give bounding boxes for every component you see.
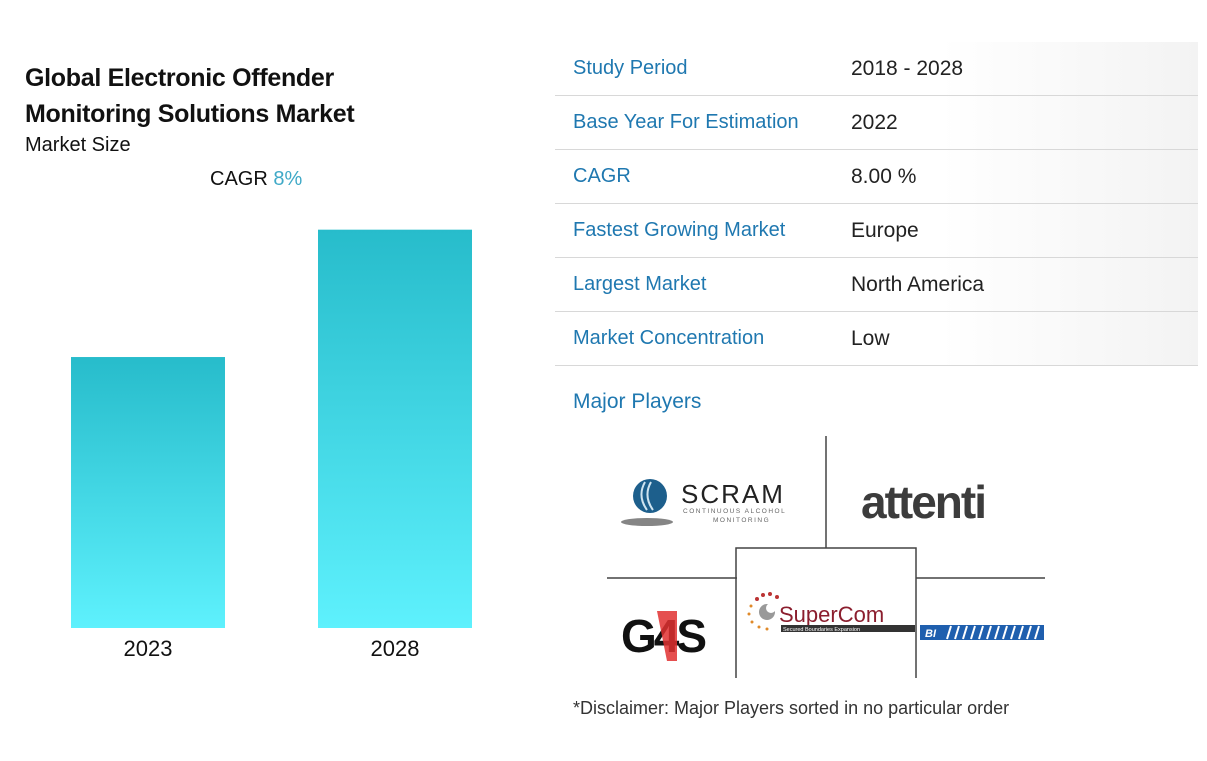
svg-text:MONITORING: MONITORING xyxy=(713,517,770,524)
cagr-label: CAGR 8% xyxy=(210,168,302,191)
row-value: Low xyxy=(851,326,890,350)
bar-chart: 2023 2028 xyxy=(71,229,472,661)
major-players-logos: SCRAM CONTINUOUS ALCOHOL MONITORING atte… xyxy=(607,436,1045,678)
x-tick-label: 2023 xyxy=(124,636,173,661)
page-title: Global Electronic Offender Monitoring So… xyxy=(25,64,355,128)
row-value: Europe xyxy=(851,218,919,242)
g4s-logo: G4S xyxy=(621,610,708,662)
row-label: Base Year For Estimation xyxy=(573,111,799,133)
cagr-value: 8% xyxy=(273,168,303,190)
row-label: Largest Market xyxy=(573,273,707,295)
svg-text:Secured Boundaries Expansion: Secured Boundaries Expansion xyxy=(783,627,860,633)
bar-2023 xyxy=(71,357,225,628)
row-label: Study Period xyxy=(573,57,688,79)
attenti-logo: attenti xyxy=(861,476,987,528)
row-label: CAGR xyxy=(573,165,631,187)
supercom-logo: SuperCom Secured Boundaries Expansion xyxy=(747,592,915,633)
table-row: Base Year For Estimation 2022 xyxy=(555,96,1198,150)
svg-text:SCRAM: SCRAM xyxy=(681,479,785,509)
svg-text:CONTINUOUS ALCOHOL: CONTINUOUS ALCOHOL xyxy=(683,508,786,515)
row-value: North America xyxy=(851,272,985,296)
market-info-table: Study Period 2018 - 2028 Base Year For Es… xyxy=(555,42,1198,366)
major-players-title: Major Players xyxy=(573,390,702,413)
table-row: Fastest Growing Market Europe xyxy=(555,204,1198,258)
svg-text:SuperCom: SuperCom xyxy=(779,602,884,627)
scram-logo: SCRAM CONTINUOUS ALCOHOL MONITORING xyxy=(621,479,786,526)
table-row: Market Concentration Low xyxy=(555,312,1198,366)
subtitle: Market Size xyxy=(25,134,131,156)
table-row: Largest Market North America xyxy=(555,258,1198,312)
table-row: Study Period 2018 - 2028 xyxy=(555,42,1198,96)
row-value: 2018 - 2028 xyxy=(851,56,964,80)
svg-text:BI: BI xyxy=(925,628,937,640)
table-row: CAGR 8.00 % xyxy=(555,150,1198,204)
bar-2028 xyxy=(318,229,472,628)
svg-text:attenti: attenti xyxy=(861,476,985,528)
bi-logo: BI xyxy=(920,625,1044,640)
cagr-text: CAGR xyxy=(210,168,268,190)
row-value: 2022 xyxy=(851,110,898,134)
row-label: Fastest Growing Market xyxy=(573,219,786,241)
disclaimer: *Disclaimer: Major Players sorted in no … xyxy=(573,698,1010,718)
row-label: Market Concentration xyxy=(573,327,765,349)
x-tick-label: 2028 xyxy=(371,636,420,661)
row-value: 8.00 % xyxy=(851,164,917,188)
